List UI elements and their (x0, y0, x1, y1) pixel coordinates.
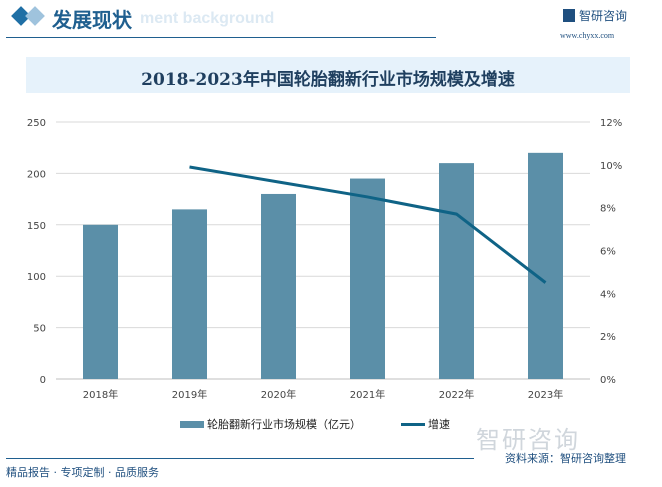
y-right-tick-label: 8% (600, 204, 616, 215)
legend-swatch-line (401, 422, 425, 426)
bar (172, 209, 207, 379)
y-right-tick-label: 0% (600, 375, 616, 386)
chart-title-band: 2018-2023年中国轮胎翻新行业市场规模及增速 (26, 57, 630, 93)
legend-label-line: 增速 (428, 418, 450, 431)
source-note: 资料来源：智研咨询整理 (505, 452, 626, 465)
header-bg-text: ment background (140, 10, 275, 27)
y-left-tick-label: 100 (27, 272, 46, 283)
bar (439, 163, 474, 379)
logo-icon (563, 9, 575, 22)
y-right-tick-label: 6% (600, 247, 616, 258)
bar (261, 193, 296, 379)
x-tick-label: 2019年 (172, 388, 207, 401)
brand-logo: 智研咨询 (563, 7, 627, 24)
y-left-tick-label: 0 (40, 375, 46, 386)
growth-line (189, 165, 547, 284)
x-tick-label: 2020年 (261, 388, 296, 401)
brand-url: www.chyxx.com (560, 31, 615, 40)
x-tick-label: 2023年 (528, 388, 563, 401)
header-divider (6, 37, 436, 38)
x-tick-label: 2021年 (350, 388, 385, 401)
y-right-tick-label: 4% (600, 289, 616, 300)
bar (83, 224, 118, 379)
watermark: 智研咨询 (476, 426, 580, 454)
bar (350, 178, 385, 379)
y-left-tick-label: 200 (27, 169, 46, 180)
x-tick-label: 2018年 (83, 388, 118, 401)
legend-label-bar: 轮胎翻新行业市场规模（亿元） (207, 418, 361, 431)
y-left-tick-label: 250 (27, 118, 46, 129)
footer-divider (6, 458, 474, 459)
legend-swatch-bar (180, 420, 204, 428)
footer-tagline: 精品报告 · 专项定制 · 品质服务 (6, 466, 159, 479)
y-left-tick-label: 50 (33, 324, 46, 335)
y-left-tick-label: 150 (27, 221, 46, 232)
section-title: 发展现状 (52, 8, 132, 32)
y-right-tick-label: 2% (600, 332, 616, 343)
y-right-tick-label: 12% (600, 118, 622, 129)
x-tick-label: 2022年 (439, 388, 474, 401)
logo-text: 智研咨询 (579, 9, 628, 23)
chart-title: 2018-2023年中国轮胎翻新行业市场规模及增速 (141, 70, 515, 90)
y-right-tick-label: 10% (600, 161, 622, 172)
bar (528, 152, 563, 379)
legend: 轮胎翻新行业市场规模（亿元） 增速 (180, 416, 450, 432)
